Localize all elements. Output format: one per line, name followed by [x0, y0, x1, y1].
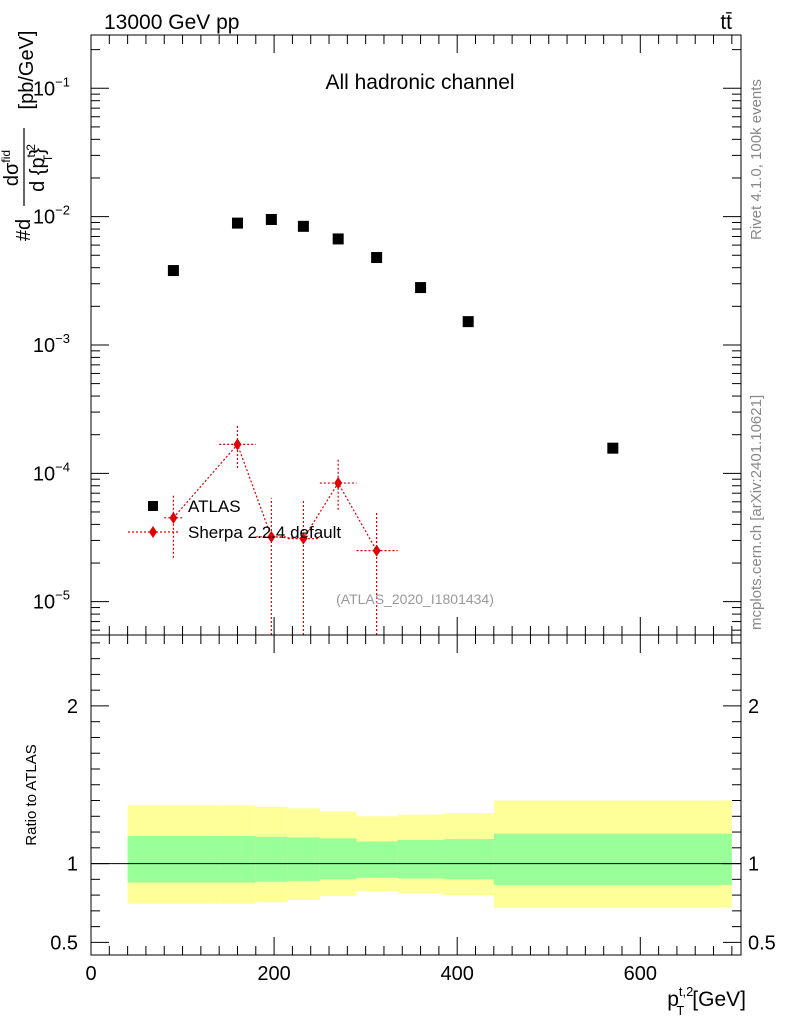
main-panel: 10−510−410−310−210−1 All hadronic channe… — [0, 31, 742, 636]
x-axis-label: pt,2 T [GeV] — [667, 984, 746, 1018]
atlas-data-point — [462, 316, 474, 328]
y-tick-label-base: 10 — [33, 592, 55, 614]
x-tick-label: 0 — [85, 963, 96, 985]
energy-label: 13000 GeV pp — [104, 11, 239, 34]
y-tick-label-exp: −3 — [55, 331, 70, 346]
y-tick-label-base: 10 — [33, 207, 55, 229]
x-tick-label: 600 — [624, 963, 657, 985]
uncertainty-band-inner — [255, 836, 288, 882]
svg-text:d {pt,2T}: d {pt,2T} — [24, 144, 55, 192]
x-tick-label: 400 — [441, 963, 474, 985]
ratio-y-tick-label-left: 2 — [67, 696, 78, 718]
ylabel-numerator: dσ — [1, 162, 23, 186]
source-label: mcplots.cern.ch [arXiv:2401.10621] — [748, 395, 765, 630]
sherpa-data-point — [299, 532, 308, 545]
ratio-y-tick-label-left: 1 — [67, 854, 78, 876]
ylabel-numerator-sup: fid — [0, 150, 13, 163]
ylabel-denominator-sub: T — [41, 154, 55, 162]
sherpa-data-point — [334, 477, 343, 490]
ylabel-unit: [pb/GeV] — [16, 31, 38, 110]
legend-label-sherpa: Sherpa 2.2.4 default — [188, 523, 341, 542]
atlas-data-point — [265, 213, 277, 225]
sherpa-data-point — [233, 438, 242, 451]
process-label: tt̄ — [720, 11, 732, 34]
uncertainty-band-inner — [127, 835, 220, 883]
svg-text:#d: #d — [13, 219, 35, 241]
xlabel-sub: T — [676, 1003, 684, 1018]
sherpa-line — [172, 443, 378, 551]
ratio-panel: 0.5 0.5 1 1 2 2 0 200 400 600 Ratio to ATLAS pt,… — [23, 634, 776, 1018]
ratio-y-axis-label: Ratio to ATLAS — [23, 744, 40, 845]
ratio-y-tick-label-right: 1 — [748, 854, 759, 876]
atlas-data-point — [297, 220, 309, 232]
xlabel-main: p — [667, 988, 679, 1011]
ratio-y-tick-label-left: 0.5 — [50, 932, 78, 954]
sherpa-data-point — [169, 511, 178, 524]
y-tick-label: 10−2 — [33, 203, 70, 229]
legend-marker-sherpa — [149, 526, 157, 538]
y-tick-label: 10−4 — [33, 459, 70, 485]
ylabel-denominator-sup: t,2 — [24, 144, 38, 158]
y-tick-label-exp: −2 — [55, 203, 70, 218]
y-tick-label-exp: −5 — [55, 588, 70, 603]
xlabel-unit: [GeV] — [692, 988, 746, 1011]
analysis-tag: (ATLAS_2020_I1801434) — [336, 591, 494, 607]
ratio-y-tick-label-right: 0.5 — [748, 932, 776, 954]
sherpa-data-point — [267, 530, 276, 543]
atlas-data-point — [332, 233, 344, 245]
uncertainty-band-inner — [356, 841, 398, 878]
y-tick-label: 10−3 — [33, 331, 70, 357]
uncertainty-band-inner — [493, 833, 732, 885]
rivet-version-label: Rivet 4.1.0, 100k events — [748, 79, 765, 240]
y-tick-label-base: 10 — [33, 78, 55, 100]
atlas-data-point — [167, 265, 179, 277]
main-title: All hadronic channel — [325, 71, 514, 94]
uncertainty-band-inner — [443, 839, 494, 880]
y-tick-label: 10−5 — [33, 588, 70, 614]
atlas-data-point — [415, 282, 427, 294]
ratio-y-tick-label-right: 2 — [748, 696, 759, 718]
atlas-data-point — [607, 442, 619, 454]
y-tick-label-exp: −1 — [55, 74, 70, 89]
x-tick-label: 200 — [257, 963, 290, 985]
main-frame — [90, 34, 742, 636]
y-tick-label-exp: −4 — [55, 459, 70, 474]
y-tick-label: 10−1 — [33, 74, 70, 100]
y-tick-label-base: 10 — [33, 463, 55, 485]
uncertainty-band-inner — [287, 837, 320, 881]
y-tick-label-base: 10 — [33, 335, 55, 357]
uncertainty-band-inner — [219, 835, 256, 883]
atlas-data-point — [231, 217, 243, 229]
uncertainty-band-inner — [319, 838, 357, 880]
ylabel-prefix: #d — [13, 219, 35, 241]
legend-label-atlas: ATLAS — [188, 497, 241, 516]
legend: ATLAS Sherpa 2.2.4 default — [128, 497, 341, 542]
ratio-frame — [90, 634, 742, 956]
main-y-axis-label: #d dσfid d {pt,2T} [pb/GeV] — [0, 31, 55, 242]
uncertainty-band-inner — [397, 839, 444, 879]
sherpa-data-point — [372, 544, 381, 557]
legend-marker-atlas — [148, 501, 158, 511]
atlas-data-point — [371, 252, 383, 264]
svg-text:dσfid: dσfid — [0, 150, 23, 186]
ylabel-denominator: d {p — [27, 157, 49, 191]
xlabel-sup: t,2 — [679, 984, 693, 999]
svg-text:[pb/GeV]: [pb/GeV] — [16, 31, 38, 110]
ylabel-denominator-close: } — [27, 148, 49, 155]
